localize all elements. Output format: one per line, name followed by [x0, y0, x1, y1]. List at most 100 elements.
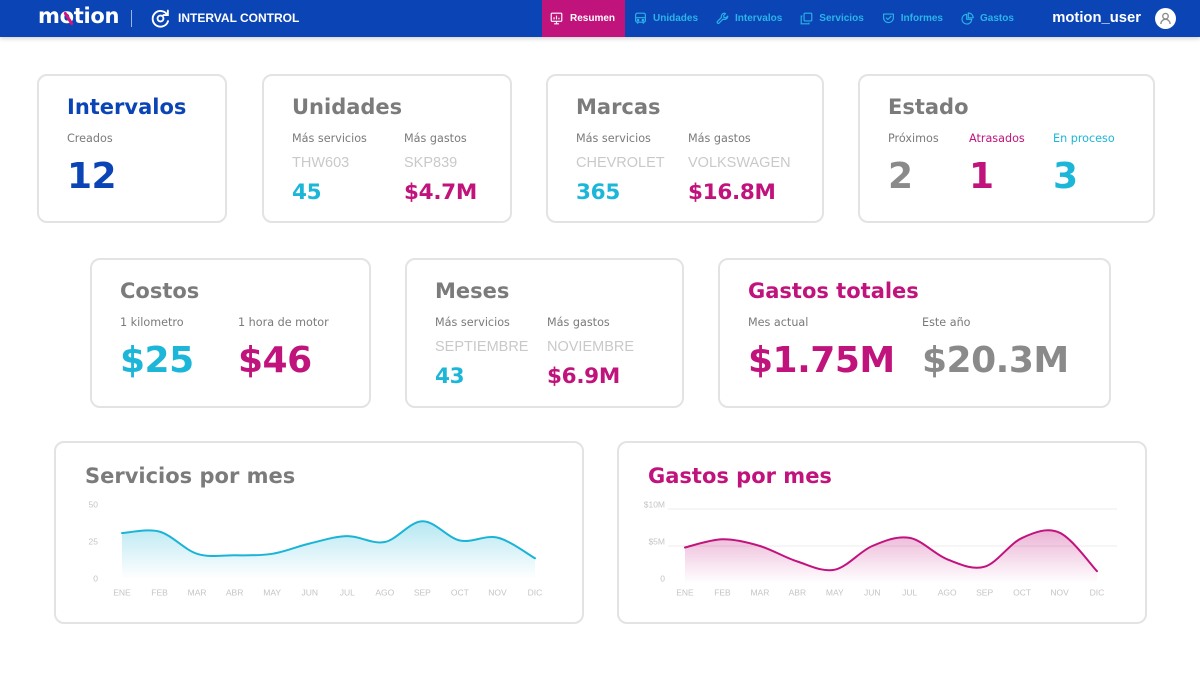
card-title: Gastos totales [748, 279, 919, 303]
data-point[interactable] [119, 530, 125, 536]
series-area [685, 530, 1097, 583]
nav-item-gastos[interactable]: Gastos [952, 0, 1023, 37]
pie-chart-icon [961, 12, 974, 25]
nav-item-label: Unidades [653, 13, 699, 24]
stat-current-month: Mes actual $1.75M [748, 314, 922, 383]
data-point[interactable] [794, 559, 800, 565]
data-point[interactable] [344, 533, 350, 539]
x-tick-label: ABR [789, 587, 806, 597]
user-menu-name[interactable]: motion_user [1052, 10, 1141, 26]
stat-overdue: Atrasados 1 [969, 130, 1053, 199]
y-tick-label: 0 [660, 573, 665, 583]
data-point[interactable] [1019, 535, 1025, 541]
stat-label: Creados [67, 132, 113, 145]
stat-label: Atrasados [969, 132, 1025, 145]
stat-month-name: SEPTIEMBRE [435, 339, 529, 355]
data-point[interactable] [457, 538, 463, 544]
dashboard-icon [550, 12, 563, 25]
data-point[interactable] [832, 567, 838, 573]
stat-created: Creados 12 [67, 130, 117, 199]
chart-card-servicios: 0 25 50 ENE FEB MAR ABR MAY JUN JUL AGO SEP OCT NOV DI… [54, 441, 584, 624]
stat-label: Más servicios [292, 132, 367, 145]
stat-label: Más servicios [576, 132, 651, 145]
card-marcas: Marcas Más servicios CHEVROLET 365 Más g… [546, 74, 824, 223]
data-point[interactable] [419, 518, 425, 524]
bus-icon [635, 12, 646, 24]
data-point[interactable] [269, 551, 275, 557]
data-point[interactable] [869, 543, 875, 549]
stat-most-services: Más servicios SEPTIEMBRE 43 [435, 314, 547, 392]
stat-most-expenses: Más gastos VOLKSWAGEN $16.8M [688, 130, 791, 208]
stat-value: $6.9M [547, 364, 620, 389]
stat-value: 365 [576, 180, 620, 205]
card-unidades: Unidades Más servicios THW603 45 Más gas… [262, 74, 512, 223]
x-tick-label: AGO [375, 587, 394, 597]
data-point[interactable] [307, 540, 313, 546]
nav-item-informes[interactable]: Informes [873, 0, 952, 37]
stat-value: 1 [969, 156, 994, 197]
x-tick-label: NOV [1050, 587, 1069, 597]
y-tick-label: 50 [89, 499, 99, 509]
nav-item-servicios[interactable]: Servicios [791, 0, 872, 37]
x-tick-label: NOV [488, 587, 507, 597]
checklist-icon [882, 13, 894, 24]
x-tick-label: DIC [528, 587, 543, 597]
x-tick-label: MAR [750, 587, 769, 597]
x-tick-label: MAY [263, 587, 281, 597]
x-tick-label: OCT [451, 587, 469, 597]
stat-cost-per-engine-hour: 1 hora de motor $46 [238, 314, 329, 383]
x-tick-label: ABR [226, 587, 243, 597]
data-point[interactable] [1094, 568, 1100, 574]
card-meses: Meses Más servicios SEPTIEMBRE 43 Más ga… [405, 258, 684, 408]
copy-icon [800, 12, 813, 25]
top-navbar: motion INTERVAL CONTROL Resumen Unidades [0, 0, 1200, 37]
card-gastos-totales: Gastos totales Mes actual $1.75M Este añ… [718, 258, 1111, 408]
x-tick-label: DIC [1090, 587, 1105, 597]
data-point[interactable] [532, 555, 538, 561]
chart-title: Servicios por mes [85, 464, 296, 488]
stat-most-services: Más servicios THW603 45 [292, 130, 404, 208]
data-point[interactable] [982, 564, 988, 570]
data-point[interactable] [907, 535, 913, 541]
data-point[interactable] [1057, 530, 1063, 536]
stat-cost-per-km: 1 kilometro $25 [120, 314, 238, 383]
stat-value: $25 [120, 340, 194, 381]
card-costos: Costos 1 kilometro $25 1 hora de motor $… [90, 258, 371, 408]
data-point[interactable] [382, 539, 388, 545]
nav-item-resumen[interactable]: Resumen [542, 0, 626, 37]
data-point[interactable] [757, 543, 763, 549]
card-intervalos: Intervalos Creados 12 [37, 74, 227, 223]
brand-divider [131, 10, 132, 27]
data-point[interactable] [157, 529, 163, 535]
stat-value: $20.3M [922, 340, 1069, 381]
stat-label: Más gastos [404, 132, 467, 145]
stat-upcoming: Próximos 2 [888, 130, 969, 199]
data-point[interactable] [944, 556, 950, 562]
brand-logo[interactable]: motion [38, 0, 119, 33]
data-point[interactable] [194, 551, 200, 557]
stat-most-expenses: Más gastos SKP839 $4.7M [404, 130, 477, 208]
nav-item-unidades[interactable]: Unidades [625, 0, 707, 37]
stat-label: En proceso [1053, 132, 1115, 145]
x-tick-label: SEP [976, 587, 993, 597]
gastos-chart: 0 $5M $10M ENE FEB MAR ABR MAY JUN JUL AGO SEP OCT NO… [644, 499, 1117, 597]
stat-value: $1.75M [748, 340, 895, 381]
nav-item-intervalos[interactable]: Intervalos [707, 0, 791, 37]
data-point[interactable] [494, 535, 500, 541]
card-title: Estado [888, 95, 969, 119]
data-point[interactable] [719, 536, 725, 542]
chart-card-gastos: 0 $5M $10M ENE FEB MAR ABR MAY JUN JUL AGO SEP OCT NO… [617, 441, 1147, 624]
x-tick-label: JUN [864, 587, 881, 597]
user-avatar-icon[interactable] [1155, 8, 1176, 29]
card-estado: Estado Próximos 2 Atrasados 1 En proceso… [858, 74, 1155, 223]
series-line [684, 529, 1098, 573]
nav-item-label: Intervalos [735, 13, 783, 24]
stat-value: 43 [435, 364, 465, 389]
stat-label: Más servicios [435, 316, 510, 329]
data-point[interactable] [232, 552, 238, 558]
stat-label: Mes actual [748, 316, 809, 329]
interval-control-icon [151, 9, 170, 28]
nav-item-label: Informes [900, 13, 943, 24]
y-tick-label: $10M [644, 499, 665, 509]
data-point[interactable] [682, 544, 688, 550]
